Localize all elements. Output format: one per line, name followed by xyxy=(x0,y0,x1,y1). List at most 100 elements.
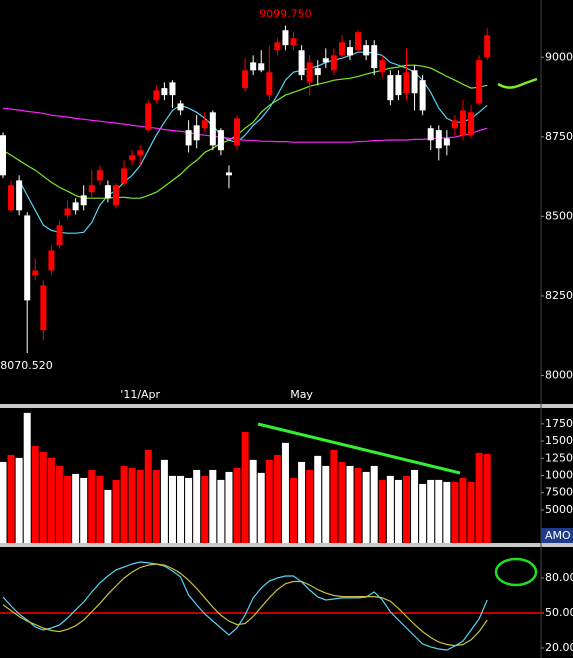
volume-bar xyxy=(177,475,185,543)
candle-body xyxy=(177,103,184,111)
panel-separator xyxy=(0,543,573,547)
candle-body xyxy=(129,155,136,161)
volume-bar xyxy=(281,442,289,543)
volume-bar xyxy=(370,465,378,543)
volume-bar xyxy=(394,479,402,543)
volume-bar xyxy=(15,457,23,543)
candle-body xyxy=(435,130,442,149)
volume-bar xyxy=(225,471,233,543)
volume-bar xyxy=(419,483,427,543)
volume-bar xyxy=(168,475,176,543)
candle-body xyxy=(443,138,450,146)
candle-body xyxy=(290,38,297,46)
line-series xyxy=(18,51,488,234)
y-tick-label: 7500 xyxy=(545,486,573,499)
x-tick-label: May xyxy=(290,388,313,401)
candle-body xyxy=(347,47,354,56)
volume-bar xyxy=(144,449,152,543)
volume-bar xyxy=(314,455,322,543)
volume-bar xyxy=(64,475,72,543)
candle-body xyxy=(403,72,410,94)
volume-bar xyxy=(459,477,467,543)
volume-bar xyxy=(483,453,491,543)
candle-body xyxy=(209,112,216,146)
y-tick-label: 1500 xyxy=(545,434,573,447)
y-tick-label: 1750 xyxy=(545,417,573,430)
candle-body xyxy=(338,42,345,56)
candle-body xyxy=(468,112,475,136)
volume-bar xyxy=(241,431,249,543)
volume-bar xyxy=(354,467,362,543)
y-tick-label: 1000 xyxy=(545,469,573,482)
volume-bar xyxy=(193,469,201,543)
volume-bar xyxy=(273,454,281,543)
candle-body xyxy=(153,90,160,101)
candle-body xyxy=(217,130,224,151)
candle-body xyxy=(258,63,265,71)
volume-bar xyxy=(7,454,15,543)
candle-body xyxy=(427,128,434,141)
candle-body xyxy=(8,185,15,211)
y-tick-label: 20.00 xyxy=(545,641,573,654)
volume-bar xyxy=(0,461,7,543)
candle-body xyxy=(64,208,71,216)
volume-bar xyxy=(346,465,354,543)
candle-body xyxy=(201,120,208,129)
candle-body xyxy=(459,110,466,136)
candle-body xyxy=(40,285,47,331)
candle-body xyxy=(484,35,491,58)
volume-bar xyxy=(136,469,144,543)
volume-bar xyxy=(378,479,386,543)
volume-bar xyxy=(31,445,39,543)
volume-bar xyxy=(72,473,80,543)
candle-body xyxy=(250,62,257,71)
y-tick-label: 9000 xyxy=(545,50,573,63)
candle-body xyxy=(306,62,313,83)
volume-bar xyxy=(23,412,31,543)
volume-bar xyxy=(152,469,160,543)
volume-bar xyxy=(330,449,338,543)
candle-body xyxy=(24,215,31,301)
trend-line xyxy=(257,422,461,475)
axis-title: AMO xyxy=(545,529,571,542)
y-tick-label: 5000 xyxy=(545,503,573,516)
panel-separator xyxy=(0,404,573,408)
line-series xyxy=(2,563,488,647)
candle-body xyxy=(169,82,176,96)
volume-bar xyxy=(338,461,346,543)
candle-body xyxy=(234,118,241,146)
volume-bar xyxy=(112,479,120,543)
candle-body xyxy=(0,135,6,176)
volume-bar xyxy=(443,481,451,543)
volume-bar xyxy=(185,477,193,543)
y-tick-label: 8000 xyxy=(545,368,573,381)
volume-bar xyxy=(160,459,168,543)
candle-body xyxy=(242,70,249,89)
volume-bar xyxy=(265,459,273,543)
volume-bar xyxy=(386,475,394,543)
hand-drawn-line xyxy=(497,77,538,89)
candle-body xyxy=(104,185,111,199)
axis-title-box xyxy=(541,528,573,543)
volume-bar xyxy=(201,475,209,543)
candle-body xyxy=(451,120,458,129)
candle-body xyxy=(193,125,200,141)
volume-bar xyxy=(128,467,136,543)
y-tick-label: 8250 xyxy=(545,289,573,302)
y-tick-label: 1250 xyxy=(545,451,573,464)
volume-bar xyxy=(257,472,265,543)
volume-bar xyxy=(249,459,257,543)
volume-bar xyxy=(96,475,104,543)
volume-bar xyxy=(290,477,298,543)
y-tick-label: 8750 xyxy=(545,130,573,143)
volume-bar xyxy=(475,452,483,543)
candle-body xyxy=(96,170,103,181)
line-series xyxy=(2,107,488,143)
x-tick-label: '11/Apr xyxy=(120,388,160,401)
volume-bar xyxy=(217,479,225,543)
candle-body xyxy=(314,68,321,76)
volume-bar xyxy=(104,489,112,543)
candle-body xyxy=(145,103,152,131)
candle-body xyxy=(387,75,394,101)
